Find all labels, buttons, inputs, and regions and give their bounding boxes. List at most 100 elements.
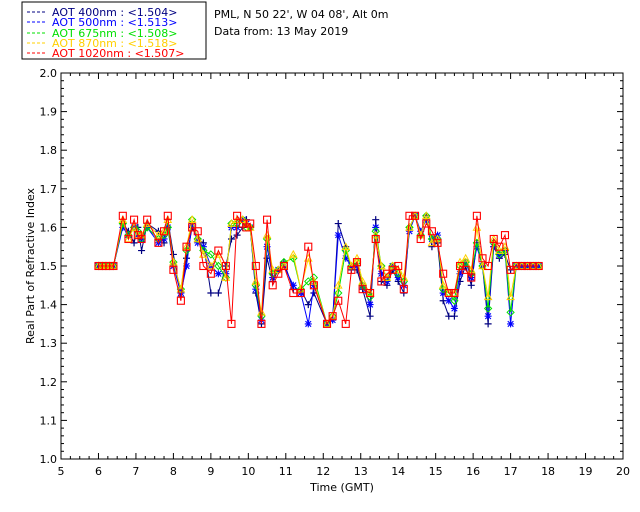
y-tick-label: 1.2 <box>40 376 58 389</box>
data-point <box>183 254 191 262</box>
data-point <box>371 227 380 236</box>
y-tick-label: 1.6 <box>40 221 58 234</box>
data-point <box>472 211 481 220</box>
y-tick-label: 1.5 <box>40 260 58 273</box>
data-point <box>304 242 313 251</box>
data-point <box>304 320 312 328</box>
x-tick-label: 5 <box>58 465 65 478</box>
data-point <box>163 211 172 220</box>
data-point <box>371 230 381 239</box>
data-point <box>416 234 425 244</box>
data-point <box>341 242 351 250</box>
x-tick-label: 6 <box>95 465 102 478</box>
data-point <box>176 284 186 293</box>
data-point <box>405 222 414 231</box>
data-point <box>251 261 260 271</box>
data-point <box>193 234 202 244</box>
date-info: Data from: 13 May 2019 <box>214 25 348 38</box>
data-point <box>394 261 403 271</box>
data-point <box>221 273 231 281</box>
data-point <box>484 261 493 271</box>
data-point <box>328 311 337 320</box>
data-point <box>118 211 127 220</box>
data-point <box>214 289 222 297</box>
legend-label-500: AOT 500nm : <1.513> <box>52 16 178 29</box>
data-point <box>304 277 313 286</box>
x-tick-label: 9 <box>207 465 214 478</box>
x-tick-label: 12 <box>316 465 330 478</box>
data-point <box>246 219 255 228</box>
data-point <box>506 308 515 317</box>
data-point <box>489 234 498 244</box>
data-point <box>263 243 271 251</box>
data-point <box>371 234 380 244</box>
data-point <box>334 296 343 305</box>
data-point <box>427 227 436 236</box>
data-point <box>366 301 374 309</box>
data-point <box>366 312 374 320</box>
legend-entry-1020: AOT 1020nm : <1.507> <box>27 47 185 60</box>
y-tick-label: 1.1 <box>40 414 58 427</box>
legend-label-400: AOT 400nm : <1.504> <box>52 6 178 19</box>
data-point <box>455 257 465 266</box>
data-point <box>176 284 186 294</box>
legend-box <box>21 1 207 60</box>
data-point <box>433 238 442 247</box>
data-point <box>206 261 216 270</box>
data-point <box>377 270 385 278</box>
data-point <box>461 253 470 262</box>
y-tick-label: 1.3 <box>40 337 58 350</box>
data-point <box>227 319 236 328</box>
data-point <box>500 231 510 240</box>
data-point <box>137 234 146 244</box>
data-point <box>296 288 305 298</box>
data-point <box>206 269 215 278</box>
data-point <box>377 277 386 286</box>
legend-entry-870: AOT 870nm : <1.518> <box>27 37 178 50</box>
y-tick-label: 1.8 <box>40 144 58 157</box>
legend-entry-500: AOT 500nm : <1.513> <box>27 16 178 29</box>
x-tick-label: 15 <box>429 465 443 478</box>
data-point <box>484 312 492 320</box>
data-point <box>207 289 215 297</box>
data-point <box>199 261 208 271</box>
data-point <box>399 285 408 294</box>
data-point <box>288 249 298 258</box>
series-aot-675nm <box>94 211 543 329</box>
x-tick-label: 16 <box>466 465 480 478</box>
legend-entry-675: AOT 675nm : <1.508> <box>27 27 178 40</box>
data-point <box>193 227 202 236</box>
data-point <box>221 261 230 271</box>
data-point <box>334 288 343 298</box>
series-layer <box>94 211 544 329</box>
data-point <box>534 261 543 271</box>
data-point <box>495 242 504 251</box>
series-aot-1020nm <box>94 211 543 328</box>
data-point <box>274 269 283 278</box>
y-axis-title: Real Part of Refractive Index <box>24 187 37 344</box>
series-aot-500nm <box>94 212 543 328</box>
data-point <box>322 319 332 328</box>
data-point <box>176 296 185 305</box>
x-tick-label: 8 <box>170 465 177 478</box>
data-point <box>341 319 350 328</box>
data-point <box>169 265 178 274</box>
y-axis: 1.0 1.1 1.2 1.3 1.4 1.5 1.6 1.7 1.8 1.9 2.0 <box>40 67 623 466</box>
data-point <box>445 297 453 305</box>
data-point <box>333 280 343 289</box>
data-point <box>450 312 458 320</box>
data-point <box>467 281 475 289</box>
legend-entry-400: AOT 400nm : <1.504> <box>27 6 178 19</box>
data-point <box>187 215 197 224</box>
x-tick-label: 17 <box>504 465 518 478</box>
y-tick-label: 1.7 <box>40 183 58 196</box>
data-point <box>289 281 297 289</box>
x-tick-label: 13 <box>354 465 368 478</box>
x-tick-label: 14 <box>391 465 405 478</box>
data-point <box>169 257 178 266</box>
data-point <box>263 215 272 224</box>
legend-label-870: AOT 870nm : <1.518> <box>52 37 178 50</box>
data-point <box>372 216 380 224</box>
data-point <box>422 211 431 221</box>
